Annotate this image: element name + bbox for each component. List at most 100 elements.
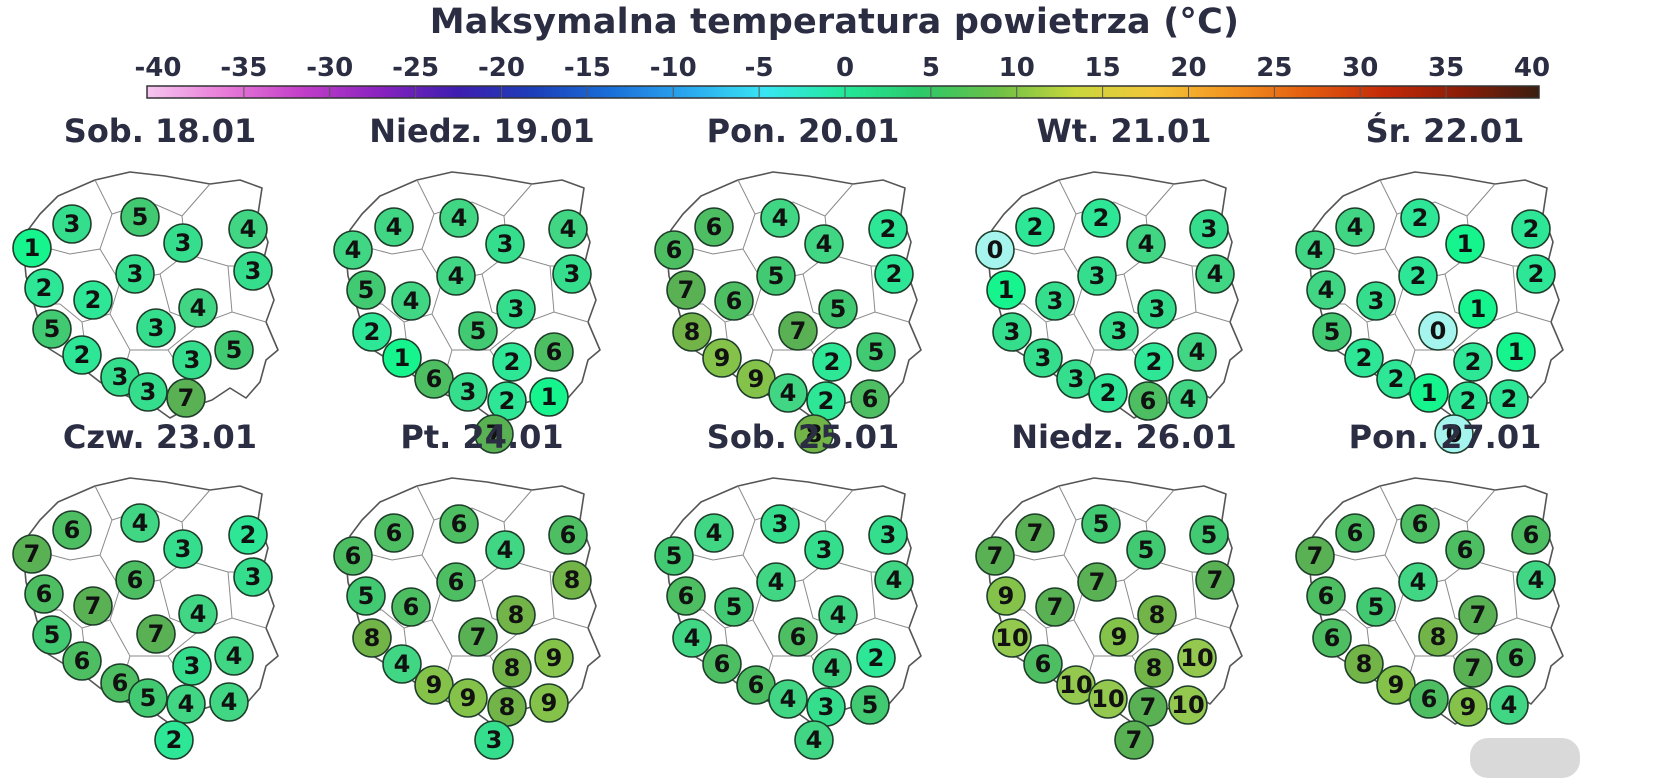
- station-marker: 4: [1177, 332, 1217, 372]
- scale-tick-label: -5: [745, 53, 774, 83]
- station-value: 6: [1347, 519, 1364, 547]
- station-circle: [1128, 381, 1168, 421]
- station-marker: 3: [1077, 256, 1117, 296]
- station-value: 7: [1207, 566, 1224, 594]
- station-circle: [548, 515, 588, 555]
- station-marker: 6: [414, 359, 454, 399]
- station-marker: 10: [1177, 638, 1217, 678]
- station-marker: 6: [1409, 679, 1449, 719]
- station-circle: [666, 576, 706, 616]
- station-value: 8: [1146, 654, 1163, 682]
- station-marker: 4: [812, 648, 852, 688]
- station-value: 4: [1501, 691, 1518, 719]
- station-value: 6: [678, 582, 695, 610]
- station-marker: 3: [1356, 281, 1396, 321]
- station-value: 9: [460, 684, 477, 712]
- station-circle: [346, 576, 386, 616]
- station-value: 2: [1501, 385, 1518, 413]
- station-marker: 4: [1295, 230, 1335, 270]
- station-circle: [1312, 312, 1352, 352]
- station-marker: 5: [1189, 515, 1229, 555]
- station-value: 6: [426, 365, 443, 393]
- station-marker: 5: [346, 270, 386, 310]
- station-marker: 8: [492, 648, 532, 688]
- station-circle: [1409, 679, 1449, 719]
- station-value: 1: [1421, 379, 1438, 407]
- station-circle: [1177, 638, 1217, 678]
- station-circle: [654, 536, 694, 576]
- station-circle: [154, 720, 194, 760]
- station-circle: [529, 377, 569, 417]
- station-marker: 5: [756, 256, 796, 296]
- station-marker: 2: [62, 335, 102, 375]
- station-circle: [672, 312, 712, 352]
- station-marker: 9: [1099, 617, 1139, 657]
- station-value: 2: [1410, 262, 1427, 290]
- station-circle: [1453, 342, 1493, 382]
- station-value: 5: [726, 593, 743, 621]
- station-marker: 5: [1126, 530, 1166, 570]
- station-circle: [654, 230, 694, 270]
- station-value: 6: [790, 623, 807, 651]
- station-value: 9: [998, 582, 1015, 610]
- station-circle: [1335, 207, 1375, 247]
- station-marker: 4: [874, 560, 914, 600]
- station-circle: [694, 207, 734, 247]
- region-border: [227, 265, 233, 313]
- station-marker: 10: [1056, 665, 1096, 705]
- station-circle: [1335, 513, 1375, 553]
- station-circle: [768, 679, 808, 719]
- station-circle: [382, 644, 422, 684]
- station-circle: [1458, 595, 1498, 635]
- station-marker: 3: [115, 254, 155, 294]
- station-value: 8: [1149, 601, 1166, 629]
- station-circle: [1489, 379, 1529, 419]
- station-circle: [778, 311, 818, 351]
- station-marker: 4: [694, 513, 734, 553]
- station-value: 1: [998, 276, 1015, 304]
- station-value: 3: [245, 257, 262, 285]
- station-value: 6: [1508, 644, 1525, 672]
- station-value: 4: [816, 230, 833, 258]
- station-value: 7: [1470, 601, 1487, 629]
- station-value: 2: [1388, 365, 1405, 393]
- station-marker: 2: [1344, 338, 1384, 378]
- station-value: 2: [364, 318, 381, 346]
- station-marker: 7: [12, 534, 52, 574]
- station-value: 4: [240, 215, 257, 243]
- station-value: 2: [886, 260, 903, 288]
- station-value: 4: [560, 215, 577, 243]
- station-value: 4: [345, 236, 362, 264]
- station-marker: 7: [1453, 648, 1493, 688]
- station-value: 6: [546, 338, 563, 366]
- station-circle: [975, 230, 1015, 270]
- station-circle: [1400, 198, 1440, 238]
- station-circle: [548, 209, 588, 249]
- station-circle: [1434, 414, 1474, 454]
- forecast-day-panel: Niedz. 19.01 4 4 4 3 4 3 5 4 4 3 5 2 6 1 2 6 3 2 1 7: [322, 112, 642, 454]
- station-value: 1: [1457, 230, 1474, 258]
- station-value: 3: [127, 260, 144, 288]
- day-label: Pon. 20.01: [706, 112, 900, 150]
- station-marker: 6: [436, 562, 476, 602]
- station-circle: [992, 618, 1032, 658]
- scale-tick-label: 15: [1085, 53, 1121, 83]
- station-marker: 3: [1189, 209, 1229, 249]
- forecast-day-panel: Sob. 18.01 1 3 5 3 4 3 2 2 3 4 3 5 3 5 2 3 3 7: [0, 112, 320, 432]
- station-value: 10: [1171, 691, 1204, 719]
- station-value: 2: [1460, 387, 1477, 415]
- station-value: 6: [1324, 624, 1341, 652]
- station-marker: 4: [439, 198, 479, 238]
- station-value: 9: [426, 671, 443, 699]
- station-circle: [756, 562, 796, 602]
- station-value: 4: [780, 379, 797, 407]
- station-circle: [1099, 311, 1139, 351]
- station-value: 2: [1412, 204, 1429, 232]
- station-value: 7: [470, 623, 487, 651]
- station-marker: 4: [760, 198, 800, 238]
- station-circle: [374, 513, 414, 553]
- station-value: 10: [1059, 671, 1092, 699]
- station-value: 8: [499, 693, 516, 721]
